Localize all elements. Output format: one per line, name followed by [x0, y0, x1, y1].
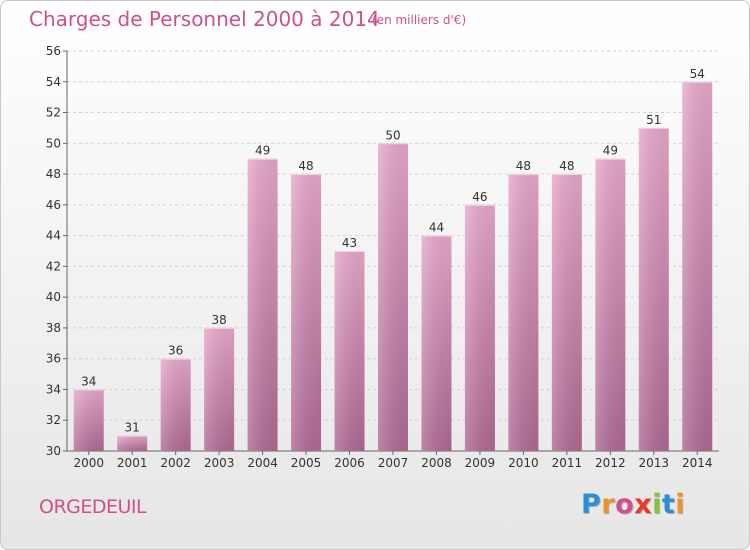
bar-shade [638, 127, 669, 451]
data-label: 51 [646, 113, 661, 127]
data-label: 49 [603, 144, 618, 158]
data-label: 54 [690, 67, 705, 81]
x-tick-label: 2001 [117, 456, 148, 470]
logo-letter: P [581, 489, 602, 520]
y-tick-label: 30 [46, 444, 61, 458]
x-tick-label: 2010 [508, 456, 539, 470]
data-label: 48 [298, 159, 313, 173]
x-tick-label: 2002 [160, 456, 191, 470]
bar-shade [334, 251, 365, 451]
x-tick-label: 2008 [421, 456, 452, 470]
x-tick-label: 2013 [639, 456, 670, 470]
y-tick-label: 56 [46, 44, 61, 58]
chart-title: Charges de Personnel 2000 à 2014 [29, 7, 380, 31]
commune-name: ORGEDEUIL [39, 496, 147, 518]
proxiti-logo: Proxiti [581, 489, 685, 520]
x-tick-label: 2009 [465, 456, 496, 470]
x-tick-label: 2006 [334, 456, 365, 470]
data-label: 49 [255, 144, 270, 158]
y-tick-label: 54 [46, 75, 61, 89]
bar-shade [117, 435, 148, 451]
y-tick-label: 34 [46, 382, 61, 396]
x-tick-label: 2007 [378, 456, 409, 470]
x-tick-label: 2003 [204, 456, 235, 470]
x-tick-label: 2012 [595, 456, 626, 470]
bar-shade [595, 158, 626, 451]
data-label: 34 [81, 374, 96, 388]
bar-shade [160, 358, 191, 451]
data-label: 48 [516, 159, 531, 173]
data-label: 48 [559, 159, 574, 173]
x-tick-label: 2000 [73, 456, 104, 470]
bar-shade [378, 143, 408, 452]
logo-letter: i [652, 489, 662, 520]
bar-shade [421, 235, 452, 451]
bar-shade [682, 81, 713, 452]
y-tick-label: 36 [46, 352, 61, 366]
y-tick-label: 52 [46, 106, 61, 120]
y-tick-label: 40 [46, 290, 61, 304]
logo-letter: o [615, 489, 635, 520]
y-tick-label: 48 [46, 167, 61, 181]
y-tick-label: 44 [46, 229, 61, 243]
chart-subtitle: (en milliers d'€) [372, 13, 467, 27]
bar-shade [247, 158, 278, 451]
x-tick-label: 2014 [682, 456, 713, 470]
x-tick-label: 2005 [291, 456, 322, 470]
bar-shade [291, 174, 322, 452]
logo-letter: x [634, 489, 653, 520]
data-label: 36 [168, 344, 183, 358]
data-label: 46 [472, 190, 487, 204]
y-tick-label: 50 [46, 136, 61, 150]
data-label: 31 [125, 421, 140, 435]
logo-letter: r [601, 489, 616, 520]
data-label: 50 [385, 128, 400, 142]
bar-shade [551, 174, 582, 452]
y-tick-label: 46 [46, 198, 61, 212]
data-label: 44 [429, 221, 444, 235]
x-tick-label: 2011 [552, 456, 583, 470]
y-tick-label: 38 [46, 321, 61, 335]
logo-letter: t [661, 489, 676, 520]
data-label: 43 [342, 236, 357, 250]
data-label: 38 [211, 313, 226, 327]
bar-shade [464, 204, 495, 451]
bar-shade [73, 389, 104, 451]
bar-chart: 30 32 34 36 38 40 42 44 46 48 50 52 54 56 2000 2001 2002… [46, 44, 719, 470]
y-tick-label: 32 [46, 413, 61, 427]
bar-shade [508, 174, 539, 452]
x-tick-label: 2004 [247, 456, 278, 470]
bar-shade [204, 327, 235, 451]
y-tick-label: 42 [46, 259, 61, 273]
logo-letter: i [675, 489, 686, 520]
